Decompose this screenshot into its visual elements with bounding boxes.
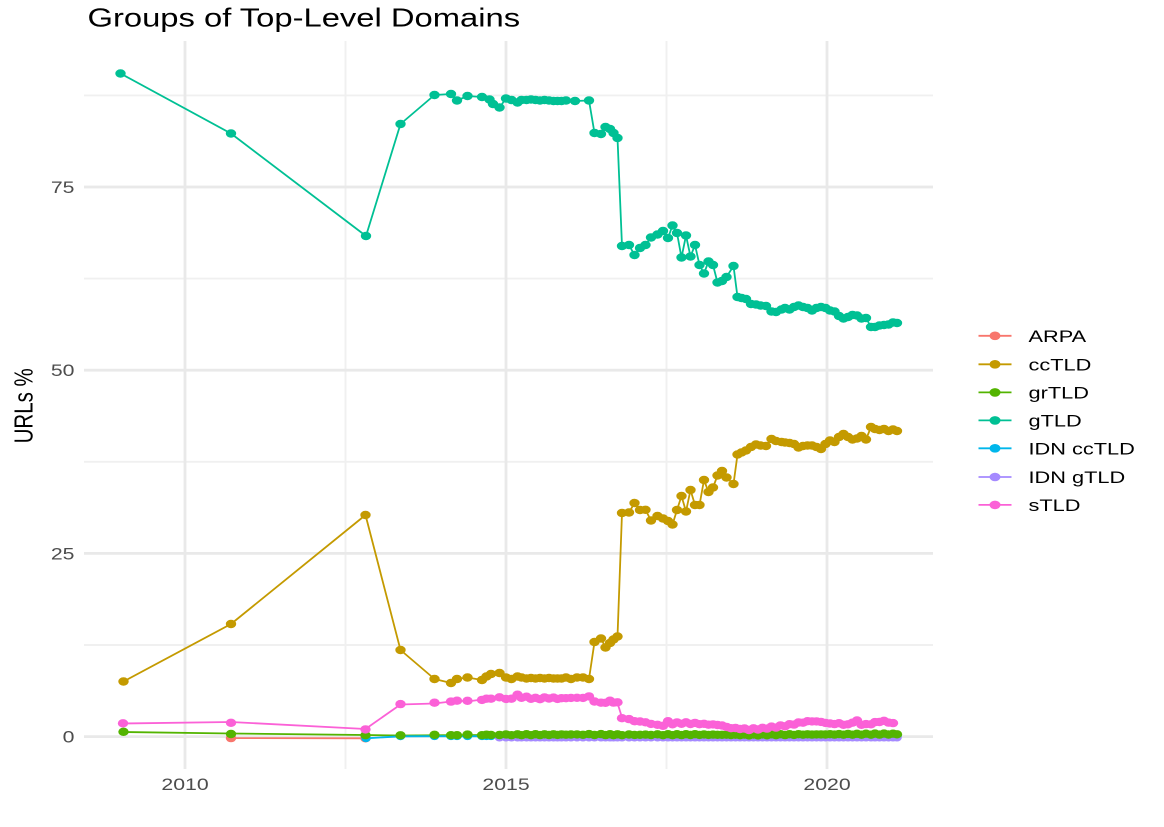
- svg-text:0: 0: [63, 728, 75, 747]
- svg-text:ARPA: ARPA: [1029, 327, 1087, 346]
- svg-text:sTLD: sTLD: [1029, 496, 1081, 515]
- svg-text:grTLD: grTLD: [1029, 384, 1089, 403]
- svg-text:ccTLD: ccTLD: [1029, 355, 1092, 374]
- svg-text:2010: 2010: [161, 776, 208, 795]
- svg-text:75: 75: [51, 179, 75, 198]
- svg-text:IDN gTLD: IDN gTLD: [1029, 468, 1126, 487]
- svg-text:25: 25: [51, 545, 75, 564]
- svg-text:2020: 2020: [803, 776, 850, 795]
- svg-text:gTLD: gTLD: [1029, 412, 1082, 431]
- svg-text:URLs %: URLs %: [9, 368, 38, 443]
- svg-text:Groups of Top-Level Domains: Groups of Top-Level Domains: [88, 4, 521, 33]
- svg-text:IDN ccTLD: IDN ccTLD: [1029, 439, 1135, 458]
- svg-text:2015: 2015: [482, 776, 529, 795]
- svg-text:50: 50: [51, 362, 75, 381]
